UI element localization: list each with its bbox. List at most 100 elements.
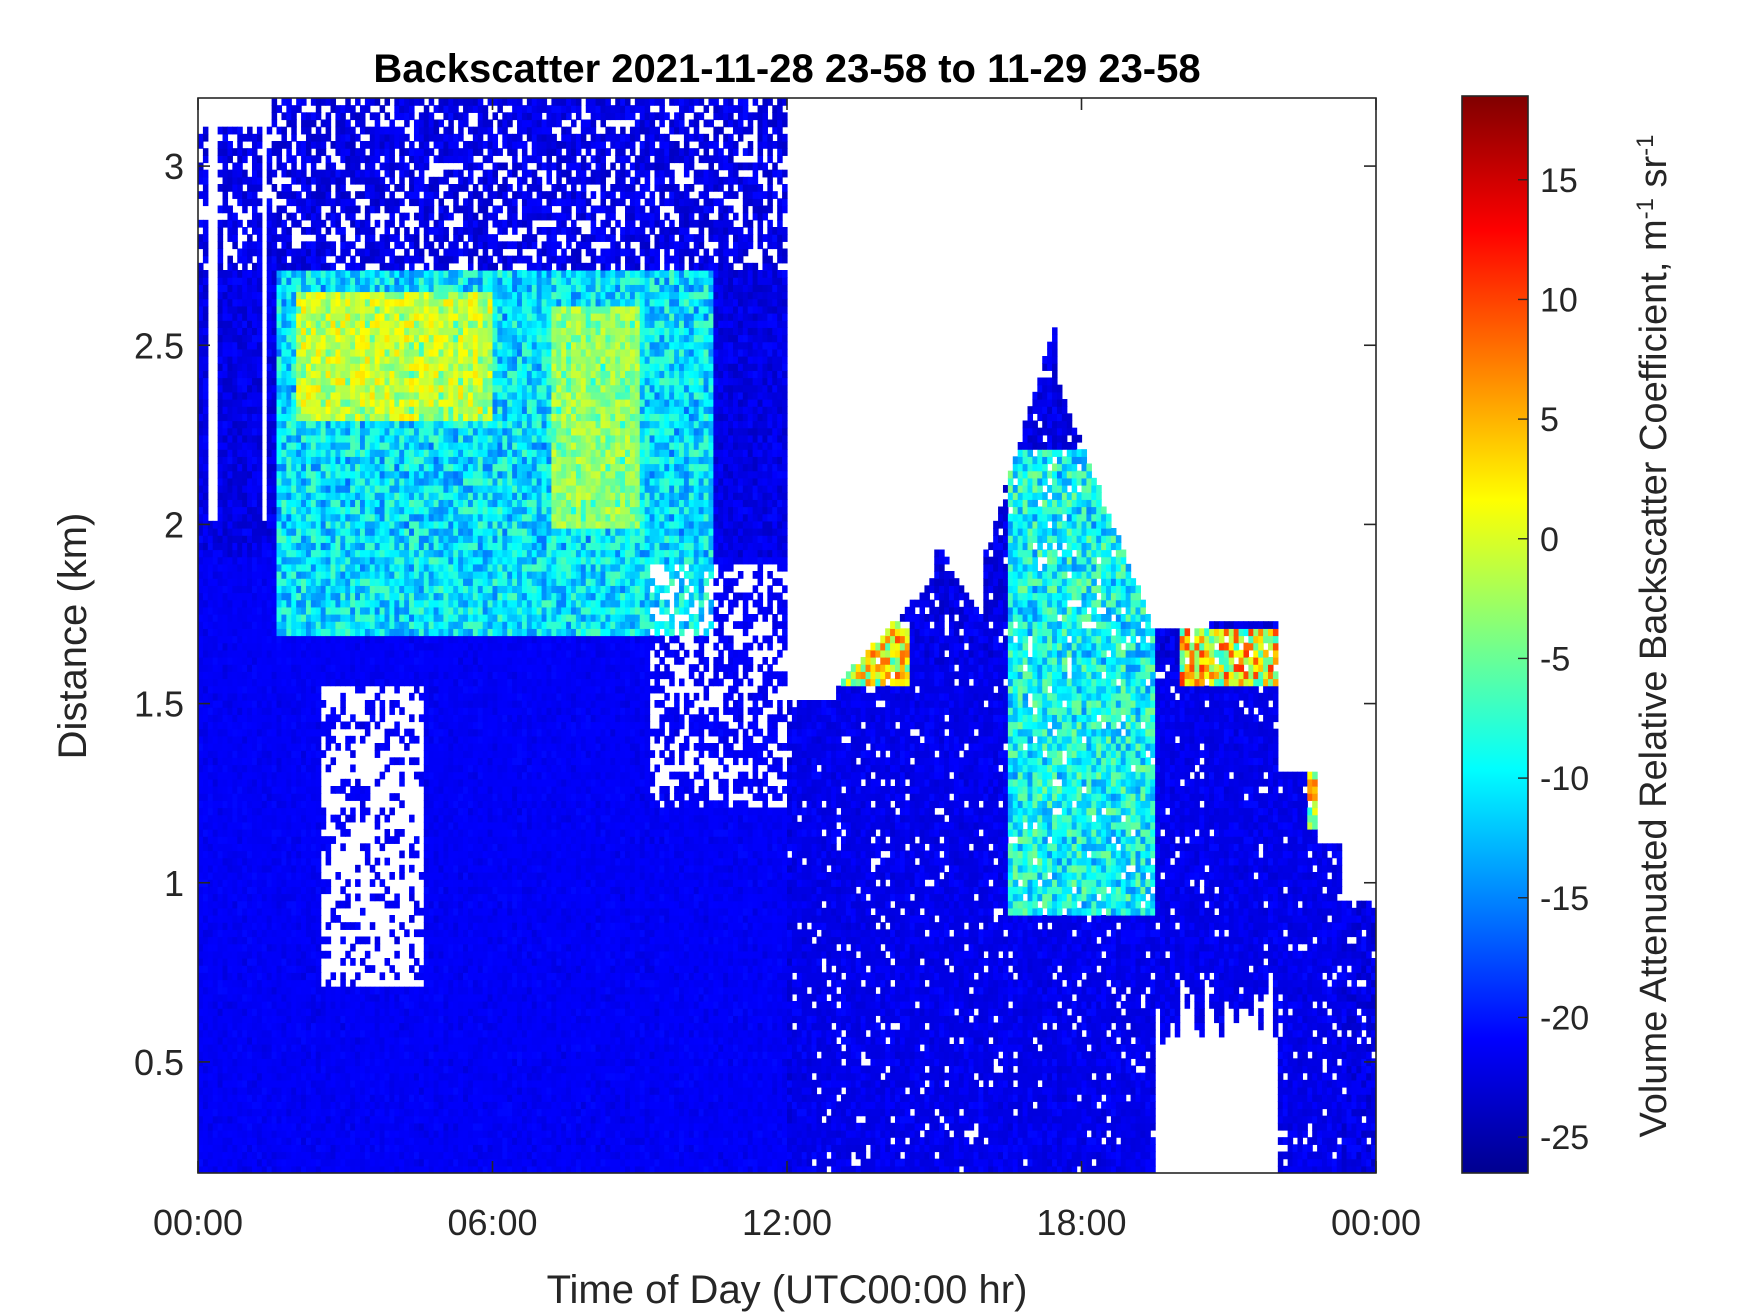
heatmap-cell [256,542,263,551]
heatmap-cell [379,1094,386,1102]
heatmap-cell [320,1036,327,1045]
heatmap-cell [207,657,214,665]
heatmap-cell [369,420,376,429]
heatmap-cell [359,155,366,164]
heatmap-cell [305,821,312,830]
heatmap-cell [359,800,366,809]
heatmap-cell [212,664,219,672]
heatmap-cell [251,442,258,450]
heatmap-cell [350,341,356,350]
heatmap-cell [271,1072,278,1081]
heatmap-cell [242,599,248,608]
heatmap-cell [345,1094,351,1102]
heatmap-cell [251,1065,258,1074]
heatmap-cell [237,642,243,651]
heatmap-cell [355,1058,361,1067]
heatmap-cell [364,1058,371,1067]
heatmap-cell [227,535,233,543]
heatmap-cell [301,1165,307,1173]
heatmap-cell [237,614,243,622]
heatmap-cell [315,721,322,730]
heatmap-cell [379,133,386,142]
heatmap-cell [256,857,263,866]
heatmap-cell [276,685,283,694]
heatmap-cell [291,872,297,880]
heatmap-cell [355,463,361,472]
heatmap-cell [276,1165,283,1173]
heatmap-cell [256,872,263,880]
heatmap-cell [276,642,283,651]
heatmap-cell [232,370,238,379]
heatmap-cell [198,1079,204,1088]
heatmap-cell [315,255,322,264]
heatmap-cell [350,1058,356,1067]
heatmap-cell [202,893,209,902]
heatmap-cell [237,807,243,816]
heatmap-cell [305,606,312,615]
heatmap-cell [389,793,395,801]
heatmap-cell [217,420,224,429]
heatmap-cell [198,377,204,386]
heatmap-cell [217,1036,224,1045]
heatmap-cell [227,864,233,873]
heatmap-cell [227,750,233,758]
heatmap-cell [276,649,283,658]
heatmap-cell [286,1001,292,1009]
heatmap-cell [305,728,312,737]
heatmap-cell [227,449,233,457]
heatmap-cell [281,356,287,364]
heatmap-cell [242,477,248,486]
heatmap-cell [212,922,219,930]
heatmap-cell [340,829,346,837]
heatmap-cell [281,814,287,823]
heatmap-cell [350,456,356,465]
heatmap-cell [198,1115,204,1124]
heatmap-cell [335,370,341,379]
heatmap-cell [320,621,327,629]
heatmap-cell [276,936,283,945]
heatmap-cell [330,986,337,995]
heatmap-cell [276,363,283,371]
heatmap-cell [379,1115,386,1124]
heatmap-cell [345,1137,351,1145]
heatmap-cell [325,241,332,250]
heatmap-cell [247,148,253,156]
heatmap-cell [202,807,209,816]
heatmap-cell [217,1122,224,1131]
heatmap-cell [247,778,253,787]
heatmap-cell [315,585,322,594]
heatmap-cell [305,757,312,766]
heatmap-cell [374,506,381,515]
heatmap-cell [202,442,209,450]
heatmap-cell [256,850,263,859]
heatmap-cell [237,843,243,852]
heatmap-cell [384,456,391,465]
heatmap-cell [379,356,386,364]
heatmap-cell [232,750,238,758]
heatmap-cell [242,262,248,271]
heatmap-cell [217,929,224,938]
heatmap-cell [217,1151,224,1160]
heatmap-cell [296,642,302,651]
heatmap-cell [276,1044,283,1052]
heatmap-cell [374,943,381,952]
heatmap-cell [364,313,371,321]
heatmap-cell [247,864,253,873]
heatmap-cell [251,958,258,966]
heatmap-cell [384,370,391,379]
heatmap-cell [384,277,391,285]
heatmap-cell [340,413,346,422]
heatmap-cell [296,427,302,436]
heatmap-cell [305,277,312,285]
heatmap-cell [291,585,297,594]
heatmap-cell [291,506,297,515]
heatmap-cell [242,771,248,780]
heatmap-cell [305,391,312,400]
heatmap-cell [261,721,268,730]
heatmap-cell [296,872,302,880]
heatmap-cell [301,1051,307,1059]
heatmap-cell [217,606,224,615]
heatmap-cell [232,735,238,744]
heatmap-cell [310,549,317,558]
heatmap-cell [291,628,297,637]
